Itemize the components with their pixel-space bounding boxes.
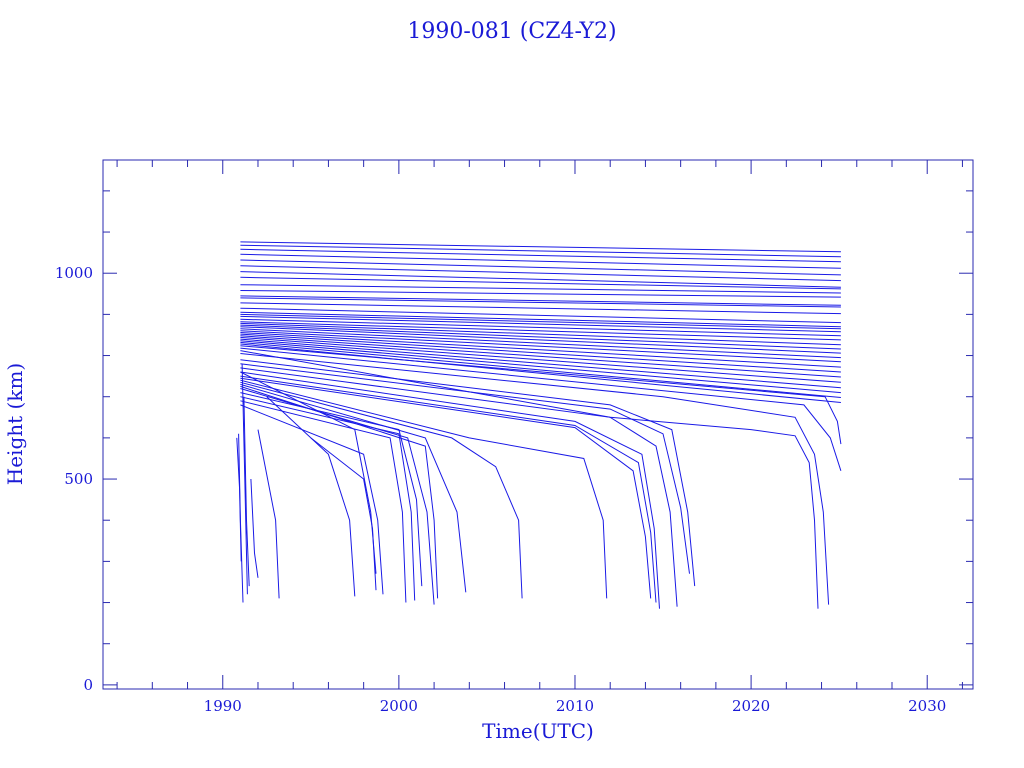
series-line-42 xyxy=(240,379,608,599)
plot-frame xyxy=(102,159,974,690)
series-line-43 xyxy=(240,381,523,599)
series-line-26 xyxy=(240,335,841,378)
series-line-59 xyxy=(241,363,248,595)
series-line-12 xyxy=(240,302,841,315)
series-line-10 xyxy=(240,295,841,306)
series-line-19 xyxy=(240,322,841,346)
series-line-31 xyxy=(240,343,841,403)
tick-labels: 1990 2000 2010 2020 2030 0 500 1000 xyxy=(55,264,946,715)
series-line-5 xyxy=(240,265,841,282)
series-line-29 xyxy=(240,340,841,394)
series-line-6 xyxy=(240,271,841,288)
y-tick-label: 500 xyxy=(64,470,93,488)
series-line-50 xyxy=(240,404,384,595)
series-group xyxy=(236,241,842,609)
series-line-15 xyxy=(240,313,841,330)
series-line-36 xyxy=(240,359,696,587)
series-line-17 xyxy=(240,318,841,337)
series-line-39 xyxy=(240,371,660,609)
x-axis-label: Time(UTC) xyxy=(482,719,594,743)
series-line-35 xyxy=(240,353,830,605)
series-line-4 xyxy=(240,259,841,276)
series-line-16 xyxy=(240,315,841,333)
series-line-56 xyxy=(243,396,250,587)
series-line-3 xyxy=(240,253,841,269)
series-line-58 xyxy=(236,437,242,562)
series-line-23 xyxy=(240,330,841,363)
y-tick-label: 1000 xyxy=(55,264,93,282)
series-line-30 xyxy=(240,341,841,398)
axis-ticks xyxy=(103,160,973,689)
series-line-46 xyxy=(240,388,435,605)
y-tick-label: 0 xyxy=(83,676,93,694)
series-line-27 xyxy=(240,336,841,383)
series-line-7 xyxy=(240,276,841,290)
series-line-20 xyxy=(240,324,841,350)
series-line-25 xyxy=(240,333,841,373)
x-tick-label: 2010 xyxy=(556,697,594,715)
series-line-57 xyxy=(238,433,244,603)
series-line-9 xyxy=(240,290,841,298)
series-line-48 xyxy=(240,396,416,601)
series-line-32 xyxy=(240,345,842,445)
series-line-22 xyxy=(240,328,841,359)
series-line-44 xyxy=(240,383,467,593)
series-line-8 xyxy=(240,284,841,294)
x-tick-label: 2030 xyxy=(908,697,946,715)
series-line-18 xyxy=(240,321,841,341)
x-tick-label: 1990 xyxy=(204,697,242,715)
series-line-52 xyxy=(310,437,377,591)
series-line-28 xyxy=(240,338,841,389)
series-line-14 xyxy=(240,311,841,328)
series-line-47 xyxy=(240,392,423,587)
series-line-24 xyxy=(240,332,841,368)
series-line-38 xyxy=(240,367,678,607)
series-line-33 xyxy=(240,347,842,471)
series-line-40 xyxy=(240,375,657,603)
series-line-55 xyxy=(250,478,259,578)
series-line-49 xyxy=(240,400,407,603)
series-line-37 xyxy=(240,363,690,574)
chart-title: 1990-081 (CZ4-Y2) xyxy=(407,19,616,44)
series-line-54 xyxy=(257,429,280,599)
series-line-13 xyxy=(240,307,841,324)
series-line-0 xyxy=(240,241,841,253)
series-line-53 xyxy=(266,396,356,597)
series-line-21 xyxy=(240,326,841,354)
series-line-41 xyxy=(240,377,652,599)
series-line-2 xyxy=(240,248,841,263)
series-line-1 xyxy=(240,244,841,258)
y-axis-label: Height (km) xyxy=(3,363,27,485)
series-line-11 xyxy=(240,297,841,308)
x-tick-label: 2020 xyxy=(732,697,770,715)
x-tick-label: 2000 xyxy=(380,697,418,715)
